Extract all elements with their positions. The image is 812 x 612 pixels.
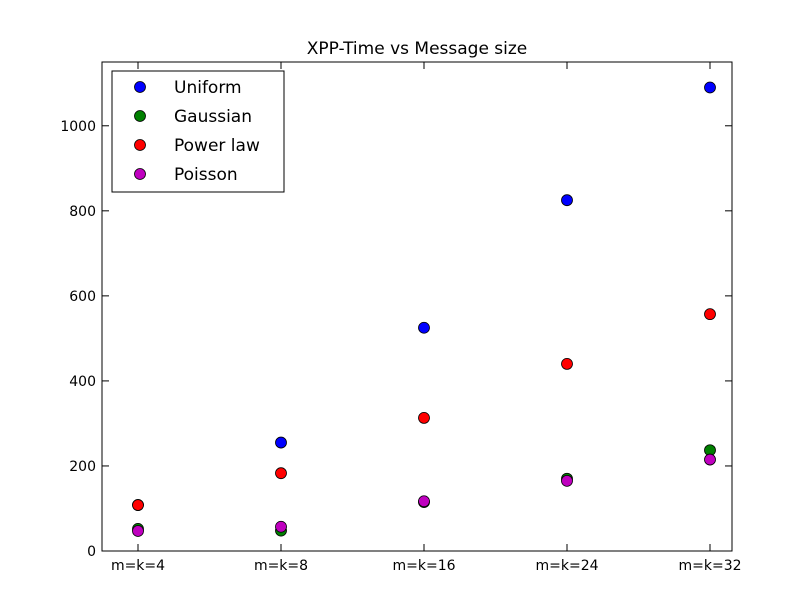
data-point-power-law [561, 358, 573, 370]
data-point-poisson [275, 520, 287, 533]
data-point-uniform [704, 81, 716, 94]
x-tick-label: m=k=8 [254, 558, 308, 574]
legend-label-power-law: Power law [174, 136, 260, 156]
data-point-poisson [561, 474, 573, 487]
data-points [132, 81, 716, 537]
legend-marker-uniform [134, 81, 146, 93]
legend-marker-gaussian [134, 110, 146, 122]
chart-title: XPP-Time vs Message size [307, 39, 528, 59]
legend-label-poisson: Poisson [174, 165, 238, 185]
plot-area-frame [101, 61, 733, 552]
legend-marker-power-law [134, 139, 146, 151]
y-tick-label: 400 [69, 374, 96, 390]
data-point-poisson [704, 453, 716, 466]
y-tick-label: 0 [87, 544, 96, 560]
legend-marker-poisson [134, 168, 146, 180]
data-point-uniform [561, 194, 573, 207]
data-point-power-law [418, 412, 430, 424]
x-tick-label: m=k=24 [535, 558, 598, 574]
x-tick-label: m=k=4 [111, 558, 165, 574]
x-tick-label: m=k=16 [392, 558, 455, 574]
data-point-uniform [275, 436, 287, 449]
data-point-poisson [132, 525, 144, 537]
axis-ticks: 0 200 400 600 800 1000 m=k=4 m=k=8 m=k=16 m=k=24 m… [60, 62, 742, 574]
y-tick-label: 600 [69, 289, 96, 305]
y-tick-label: 800 [69, 204, 96, 220]
data-point-uniform [418, 321, 430, 334]
data-point-poisson [418, 495, 430, 508]
y-tick-label: 200 [69, 459, 96, 475]
legend: Uniform Gaussian Power law Poisson [111, 70, 285, 193]
data-point-power-law [275, 467, 287, 480]
legend-label-gaussian: Gaussian [174, 107, 252, 127]
x-tick-label: m=k=32 [678, 558, 741, 574]
data-point-power-law [132, 499, 144, 511]
data-point-power-law [704, 308, 716, 321]
legend-label-uniform: Uniform [174, 78, 242, 98]
y-tick-label: 1000 [60, 119, 96, 135]
